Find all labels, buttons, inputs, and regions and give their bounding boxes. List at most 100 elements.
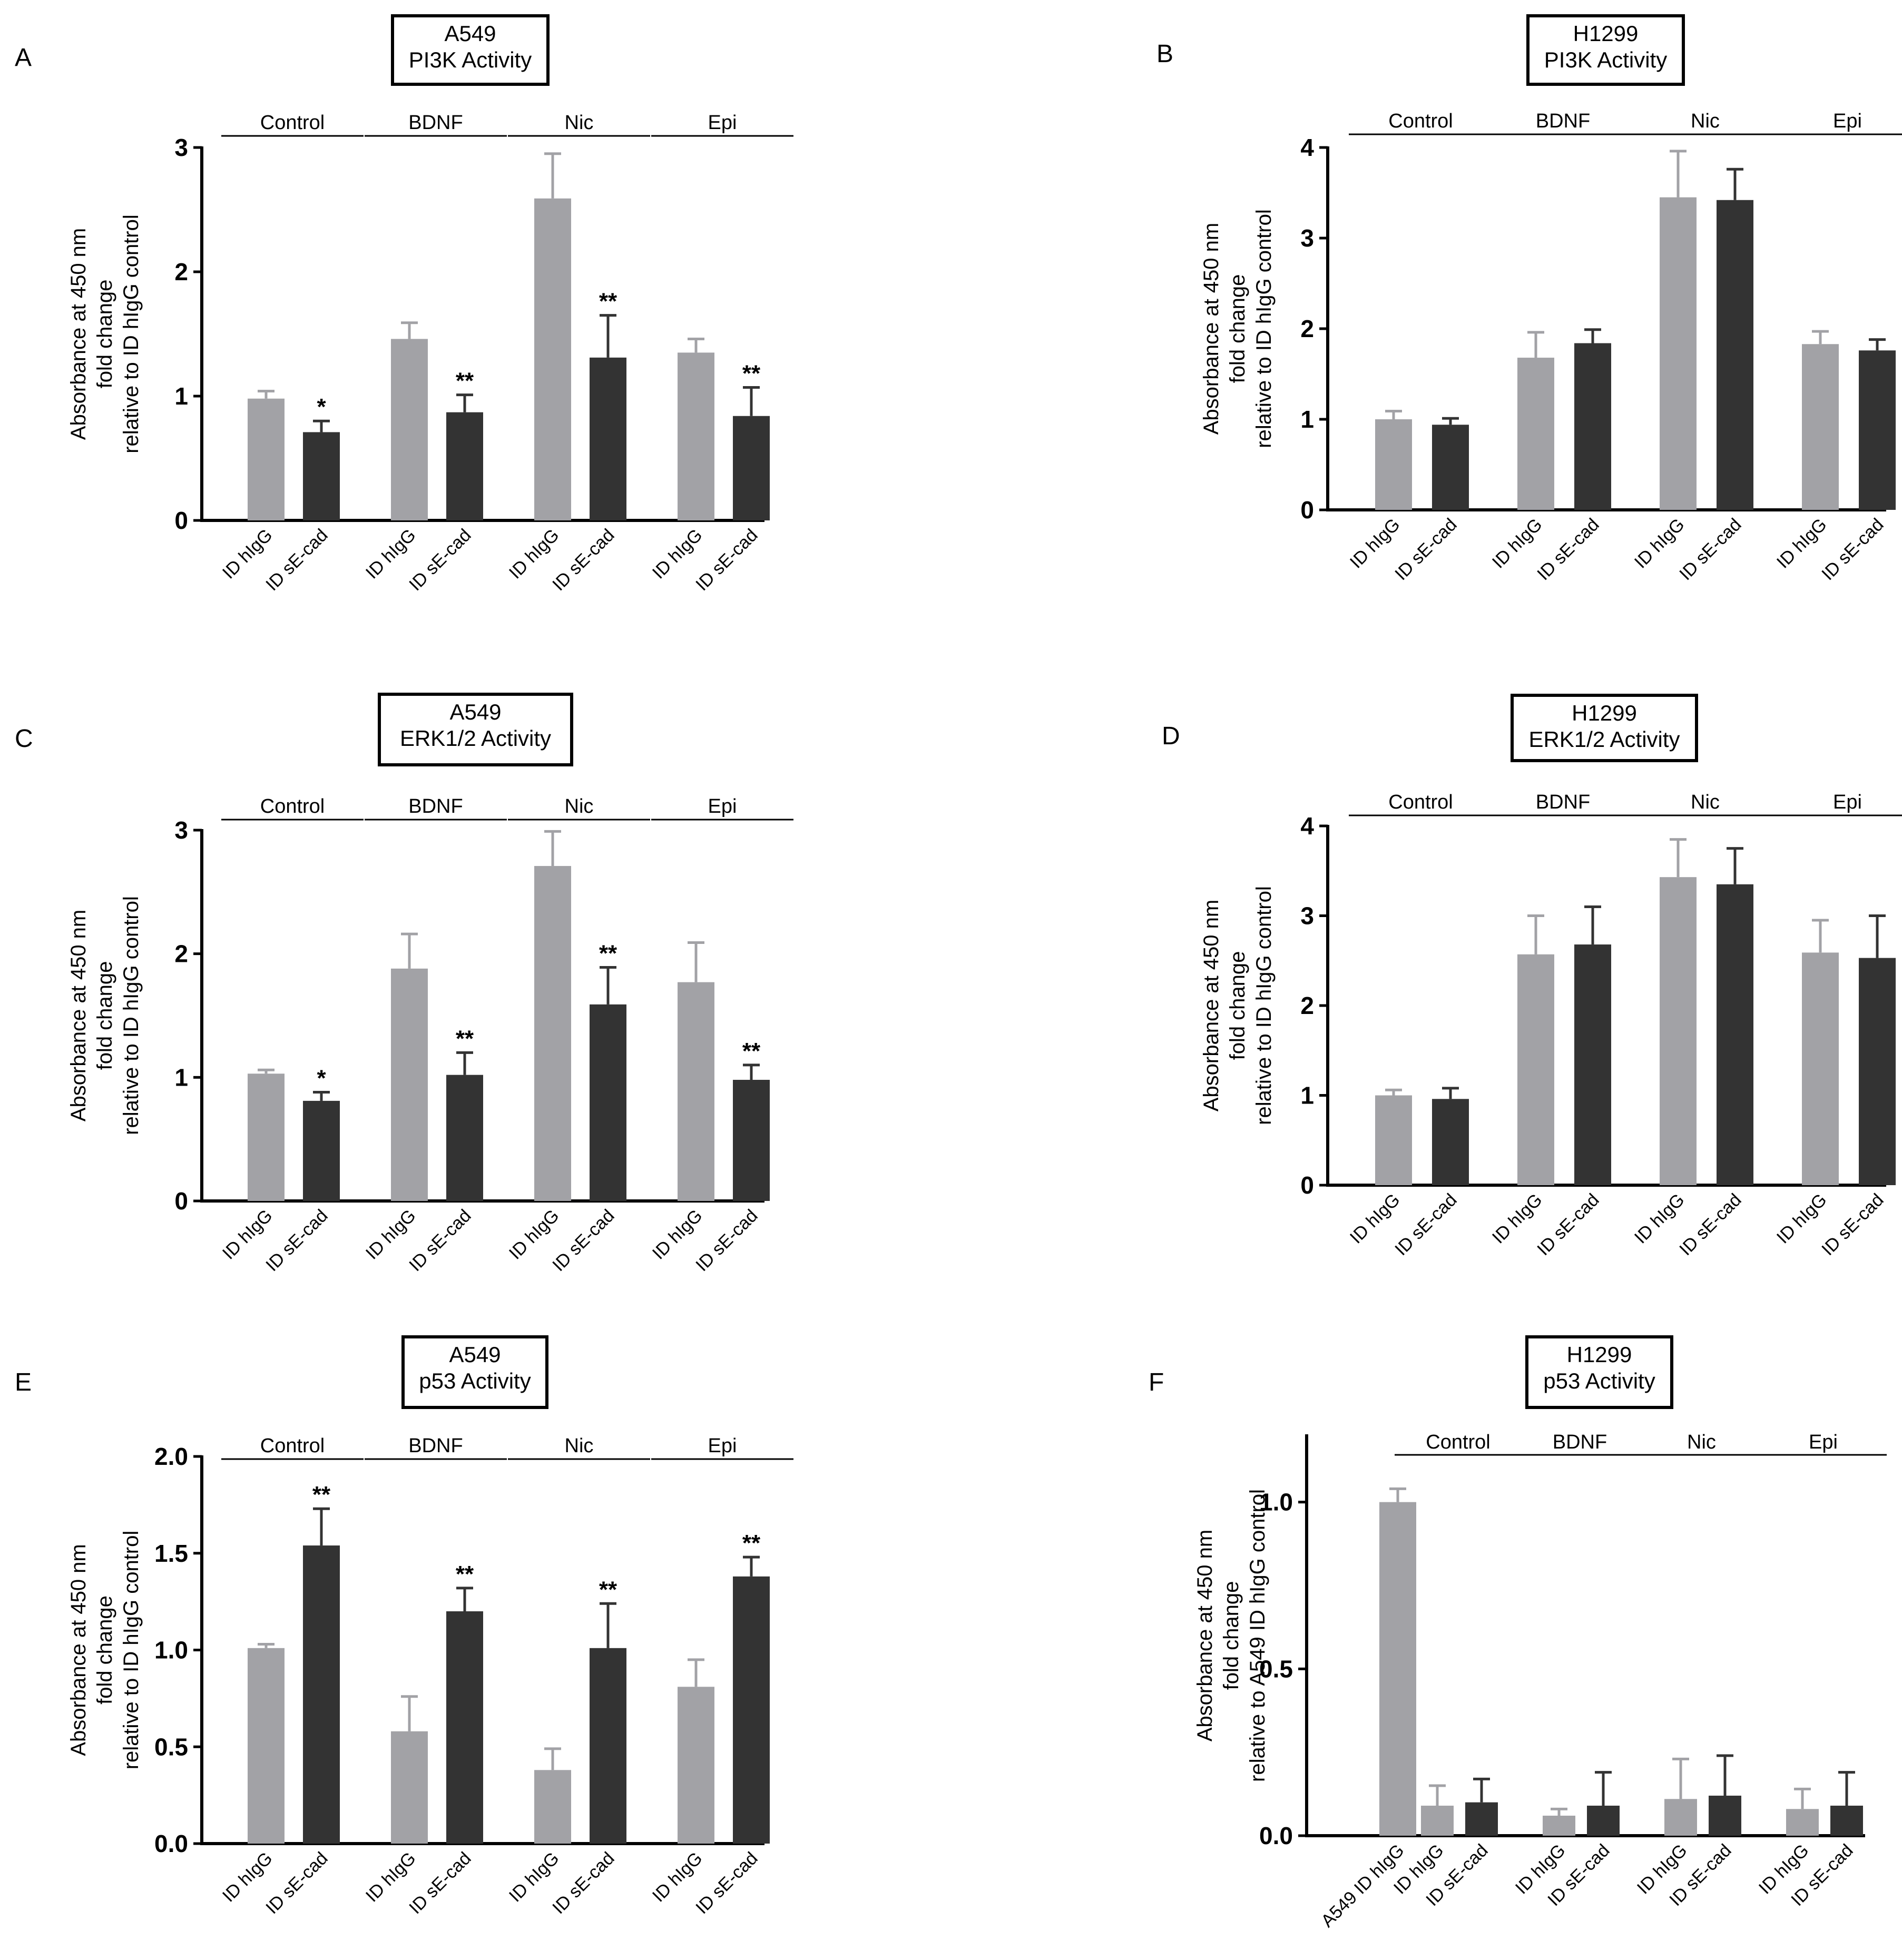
y-tick-label: 1 <box>174 1063 188 1091</box>
y-tick-label: 1 <box>174 382 188 410</box>
significance-marker: ** <box>456 1561 474 1587</box>
y-tick-label: 0.5 <box>154 1733 188 1760</box>
bar <box>248 1648 285 1844</box>
group-label: Nic <box>1691 791 1720 813</box>
chart-title-line: H1299 <box>1572 701 1637 725</box>
group-label: Nic <box>565 112 594 134</box>
chart-title-line: A549 <box>449 700 501 724</box>
group-label: BDNF <box>1553 1431 1607 1453</box>
bar <box>1859 958 1896 1185</box>
y-axis-label-line: fold change <box>93 280 116 389</box>
y-tick-label: 1.5 <box>154 1540 188 1567</box>
group-label: BDNF <box>408 1435 463 1457</box>
y-tick-label: 3 <box>1300 902 1314 930</box>
group-label: Nic <box>1691 110 1720 132</box>
bar <box>303 1100 340 1201</box>
y-axis-label-line: Absorbance at 450 nm <box>67 910 90 1121</box>
group-label: Nic <box>565 1435 594 1457</box>
group-label: BDNF <box>408 112 463 134</box>
panel-letter: B <box>1156 40 1173 68</box>
panel-letter: A <box>15 44 32 72</box>
y-tick-label: 4 <box>1300 134 1314 161</box>
group-label: Epi <box>708 112 737 134</box>
category-label: ID hIgG <box>1346 515 1404 573</box>
bar <box>678 982 714 1201</box>
group-label: Epi <box>1833 110 1862 132</box>
y-tick-label: 0 <box>174 507 188 534</box>
bar <box>678 352 714 520</box>
bar <box>678 1687 714 1844</box>
bar <box>303 432 340 520</box>
group-label: Control <box>1388 110 1453 132</box>
y-tick-label: 2 <box>174 258 188 285</box>
category-label: ID sE-cad <box>1533 1190 1603 1259</box>
y-tick-label: 3 <box>1300 224 1314 252</box>
y-axis-label-line: fold change <box>1220 1581 1243 1690</box>
group-label: Nic <box>1687 1431 1716 1453</box>
y-tick-label: 0 <box>1300 1171 1314 1199</box>
group-label: Epi <box>1833 791 1862 813</box>
y-axis-label-line: relative to ID hIgG control <box>1252 886 1276 1125</box>
significance-marker: * <box>317 394 326 420</box>
bar <box>1421 1806 1454 1836</box>
bar <box>1786 1809 1819 1836</box>
y-axis-label-line: Absorbance at 450 nm <box>67 228 90 440</box>
y-tick-label: 3 <box>174 134 188 161</box>
y-tick-label: 0.0 <box>154 1830 188 1857</box>
panel-letter: C <box>15 725 33 753</box>
bar <box>733 416 770 520</box>
bar <box>1830 1806 1863 1836</box>
bar <box>1432 1099 1469 1185</box>
bar <box>1543 1816 1575 1836</box>
bar <box>1574 944 1611 1185</box>
group-label: Epi <box>708 795 737 818</box>
group-label: Nic <box>565 795 594 818</box>
bar <box>1664 1799 1697 1836</box>
category-label: ID sE-cad <box>1533 515 1603 584</box>
chart-title-line: ERK1/2 Activity <box>1528 727 1680 752</box>
bar <box>1517 358 1554 510</box>
y-tick-label: 3 <box>174 816 188 844</box>
bar <box>1859 350 1896 510</box>
bar <box>1465 1802 1498 1836</box>
bar <box>590 1004 626 1201</box>
bar <box>446 1611 483 1844</box>
significance-marker: ** <box>456 368 474 394</box>
y-tick-label: 0 <box>174 1187 188 1215</box>
bar <box>1717 884 1753 1185</box>
significance-marker: ** <box>599 1577 617 1602</box>
category-label: ID hIgG <box>1631 515 1689 573</box>
panel-letter: F <box>1149 1368 1164 1396</box>
category-label: ID hIgG <box>1773 515 1831 573</box>
significance-marker: ** <box>599 940 617 966</box>
y-axis-label-line: relative to ID hIgG control <box>1252 209 1276 448</box>
bar <box>733 1080 770 1201</box>
significance-marker: ** <box>742 1530 761 1556</box>
category-label: ID hIgG <box>1488 515 1546 573</box>
bar <box>590 357 626 520</box>
category-label: ID hIgG <box>1631 1190 1689 1248</box>
chart-title-line: H1299 <box>1567 1342 1632 1367</box>
y-tick-label: 4 <box>1300 812 1314 840</box>
y-tick-label: 1 <box>1300 406 1314 433</box>
bar <box>1717 200 1753 510</box>
y-axis-label-line: Absorbance at 450 nm <box>1193 1530 1217 1741</box>
bar <box>1517 954 1554 1185</box>
bar <box>534 1770 571 1844</box>
bar <box>733 1576 770 1844</box>
bar <box>1574 343 1611 510</box>
category-label: ID sE-cad <box>1818 515 1887 584</box>
category-label: ID hIgG <box>1488 1190 1546 1248</box>
y-tick-label: 2.0 <box>154 1443 188 1470</box>
significance-marker: ** <box>456 1026 474 1051</box>
y-tick-label: 0 <box>1300 496 1314 524</box>
bar <box>534 866 571 1201</box>
panel-letter: D <box>1162 722 1180 750</box>
significance-marker: ** <box>742 360 761 386</box>
group-label: Control <box>1388 791 1453 813</box>
